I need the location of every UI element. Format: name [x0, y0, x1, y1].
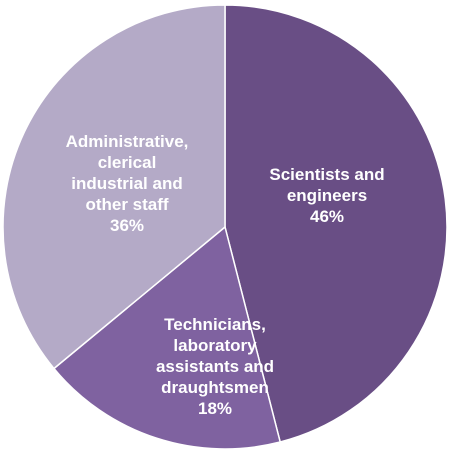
slice-label-line: Technicians, — [164, 315, 266, 334]
slice-label-line: draughtsmen — [161, 378, 269, 397]
slice-label-line: other staff — [85, 195, 168, 214]
pie-slices — [2, 4, 448, 450]
slice-label-line: laboratory — [173, 336, 257, 355]
slice-label-line: assistants and — [156, 357, 274, 376]
pie-slice-2 — [2, 4, 226, 370]
slice-label-0: Scientists and engineers 46% — [269, 165, 384, 226]
slice-label-1: Technicians, laboratory assistants and drau… — [156, 315, 274, 418]
slice-label-line: industrial and — [71, 174, 182, 193]
slice-label-line: Scientists and — [269, 165, 384, 184]
pie-slice-1 — [52, 225, 282, 450]
pie-labels: Scientists and engineers 46% Technicians, la… — [66, 132, 385, 418]
slice-label-2: Administrative, clerical industrial and oth… — [66, 132, 189, 235]
slice-label-line: clerical — [98, 153, 157, 172]
slice-label-line: Administrative, — [66, 132, 189, 151]
pie-slice-0 — [224, 4, 448, 443]
slice-label-line: engineers — [287, 186, 367, 205]
slice-percent-label: 46% — [310, 207, 344, 226]
slice-percent-label: 36% — [110, 216, 144, 235]
slice-percent-label: 18% — [198, 399, 232, 418]
